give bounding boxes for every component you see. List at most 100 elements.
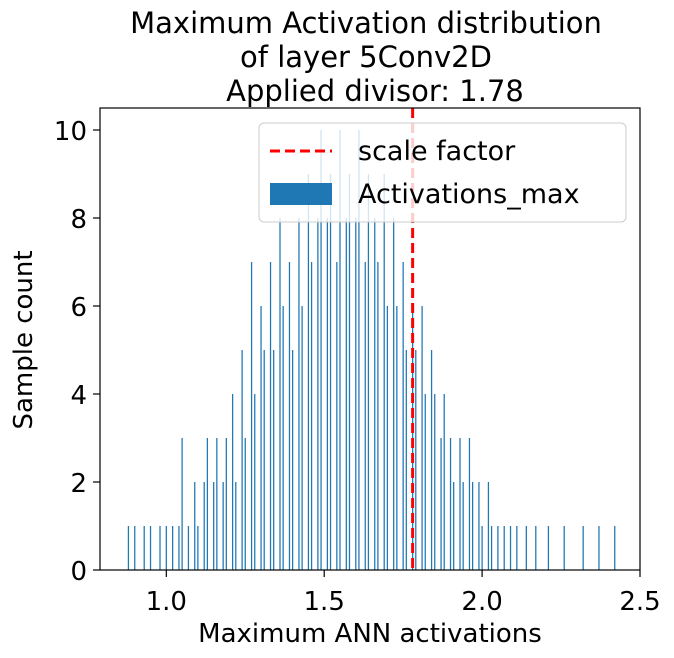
histogram-bar-15 [216, 438, 218, 570]
histogram-bar-64 [449, 438, 452, 570]
histogram-bar-42 [345, 218, 347, 570]
histogram-bar-77 [516, 526, 518, 570]
histogram-bar-36 [317, 218, 319, 570]
histogram-bar-66 [459, 438, 461, 570]
histogram-bar-30 [288, 262, 291, 570]
histogram-bar-76 [509, 526, 512, 570]
y-axis-ticks: 0 2 4 6 8 10 [54, 117, 100, 587]
histogram-bar-83 [598, 526, 600, 570]
histogram-bar-9 [187, 526, 190, 570]
histogram-bar-80 [547, 526, 550, 570]
histogram-bar-31 [292, 350, 294, 570]
chart-title: Maximum Activation distribution of layer… [130, 6, 602, 108]
histogram-bar-41 [339, 130, 341, 570]
histogram-bar-23 [254, 394, 256, 570]
histogram-bar-21 [244, 438, 246, 570]
histogram-bar-1 [134, 526, 136, 570]
histogram-bar-39 [329, 174, 332, 570]
histogram-bar-70 [478, 482, 480, 570]
histogram-bar-5 [165, 526, 167, 570]
histogram-bar-44 [355, 218, 357, 570]
x-tick-label: 1.5 [304, 587, 345, 617]
histogram-bar-14 [213, 482, 215, 570]
histogram-bar-22 [250, 262, 253, 570]
histogram-bar-27 [273, 350, 275, 570]
histogram-bar-72 [487, 482, 490, 570]
histogram-bar-47 [367, 174, 370, 570]
histogram-bar-55 [405, 350, 407, 570]
histogram-bar-79 [535, 526, 537, 570]
histogram-bar-19 [235, 482, 237, 570]
histogram-bar-33 [301, 306, 303, 570]
histogram-bar-13 [206, 438, 208, 570]
histogram-bar-18 [232, 394, 234, 570]
axes-frame [99, 107, 641, 571]
histogram-bar-63 [443, 394, 445, 570]
histogram-bar-69 [472, 482, 474, 570]
histogram-bar-12 [203, 482, 205, 570]
title-line-3: Applied divisor: 1.78 [226, 74, 524, 108]
histogram-bar-4 [159, 526, 161, 570]
histogram-bar-46 [364, 262, 366, 570]
histogram-bar-43 [348, 174, 351, 570]
legend-scale-factor-label: scale factor [358, 136, 516, 167]
histogram-bar-3 [149, 526, 152, 570]
histogram-bar-73 [490, 526, 493, 570]
histogram-bar-52 [393, 218, 395, 570]
histogram-bar-67 [462, 482, 464, 570]
histogram-bar-20 [241, 350, 243, 570]
histogram-bar-49 [377, 262, 379, 570]
histogram-bar-82 [582, 526, 584, 570]
y-tick-label: 10 [54, 117, 87, 147]
x-tick-label: 1.0 [146, 587, 187, 617]
histogram-bar-6 [172, 526, 174, 570]
histogram-bar-26 [269, 262, 272, 570]
legend-activations-label: Activations_max [358, 179, 580, 210]
legend: scale factor Activations_max [258, 122, 627, 223]
histogram-bar-78 [525, 526, 527, 570]
y-tick-label: 2 [70, 469, 87, 499]
y-tick-label: 6 [70, 293, 87, 323]
x-tick-label: 2.5 [619, 587, 660, 617]
histogram-bar-53 [396, 306, 398, 570]
histogram-bar-48 [374, 218, 376, 570]
histogram-bar-71 [481, 526, 483, 570]
histogram-bar-50 [383, 174, 385, 570]
legend-frame [258, 122, 627, 223]
histogram-bar-84 [614, 526, 616, 570]
histogram-bar-8 [181, 438, 183, 570]
histogram-bar-81 [563, 526, 565, 570]
title-line-1: Maximum Activation distribution [130, 6, 602, 40]
histogram-bar-17 [225, 438, 227, 570]
legend-activations-swatch [270, 183, 332, 205]
histogram-bar-60 [430, 350, 433, 570]
histogram-bar-62 [440, 438, 442, 570]
histogram-bar-65 [453, 482, 455, 570]
histogram-bar-28 [279, 218, 281, 570]
title-line-2: of layer 5Conv2D [240, 40, 492, 74]
histogram-bar-51 [386, 306, 388, 570]
histogram-bar-11 [197, 526, 199, 570]
y-tick-label: 8 [70, 205, 87, 235]
histogram-bar-38 [326, 218, 328, 570]
axes-border [99, 107, 641, 571]
histogram-bar-59 [424, 394, 426, 570]
y-tick-label: 0 [70, 557, 87, 587]
histogram-bar-10 [194, 482, 196, 570]
y-axis-label: Sample count [9, 250, 39, 429]
histogram-bar-32 [298, 218, 300, 570]
histogram-bar-74 [497, 526, 499, 570]
histogram-bars [127, 130, 616, 570]
histogram-bar-24 [260, 306, 262, 570]
histogram-bar-45 [358, 130, 360, 570]
histogram-bar-57 [415, 350, 417, 570]
histogram-bar-25 [263, 350, 265, 570]
histogram-bar-68 [468, 438, 471, 570]
histogram-bar-75 [503, 526, 505, 570]
histogram-bar-58 [421, 306, 423, 570]
x-axis-ticks: 1.0 1.5 2.0 2.5 [146, 570, 661, 617]
x-tick-label: 2.0 [461, 587, 502, 617]
histogram-bar-7 [178, 526, 180, 570]
histogram-bar-0 [127, 526, 130, 570]
